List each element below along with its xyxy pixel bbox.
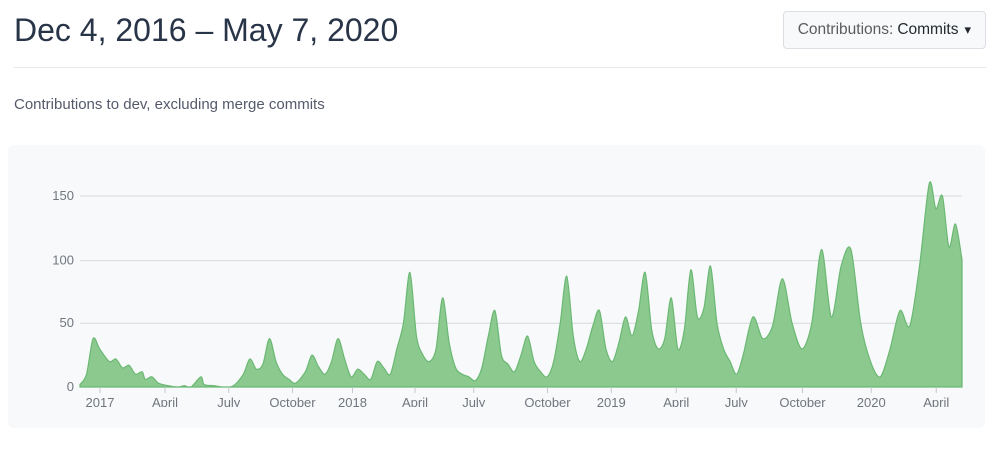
svg-text:April: April [152, 395, 178, 407]
svg-text:2020: 2020 [857, 395, 886, 407]
svg-text:0: 0 [67, 379, 74, 394]
svg-text:April: April [402, 395, 428, 407]
svg-text:2017: 2017 [86, 395, 115, 407]
svg-text:October: October [269, 395, 316, 407]
svg-text:2019: 2019 [597, 395, 626, 407]
svg-text:July: July [725, 395, 749, 407]
svg-text:October: October [524, 395, 571, 407]
svg-text:July: July [217, 395, 241, 407]
svg-text:2018: 2018 [338, 395, 367, 407]
svg-text:April: April [663, 395, 689, 407]
svg-text:July: July [462, 395, 486, 407]
svg-text:50: 50 [60, 315, 74, 330]
svg-text:October: October [779, 395, 826, 407]
svg-text:150: 150 [52, 188, 74, 203]
svg-text:100: 100 [52, 253, 74, 268]
svg-text:April: April [923, 395, 949, 407]
